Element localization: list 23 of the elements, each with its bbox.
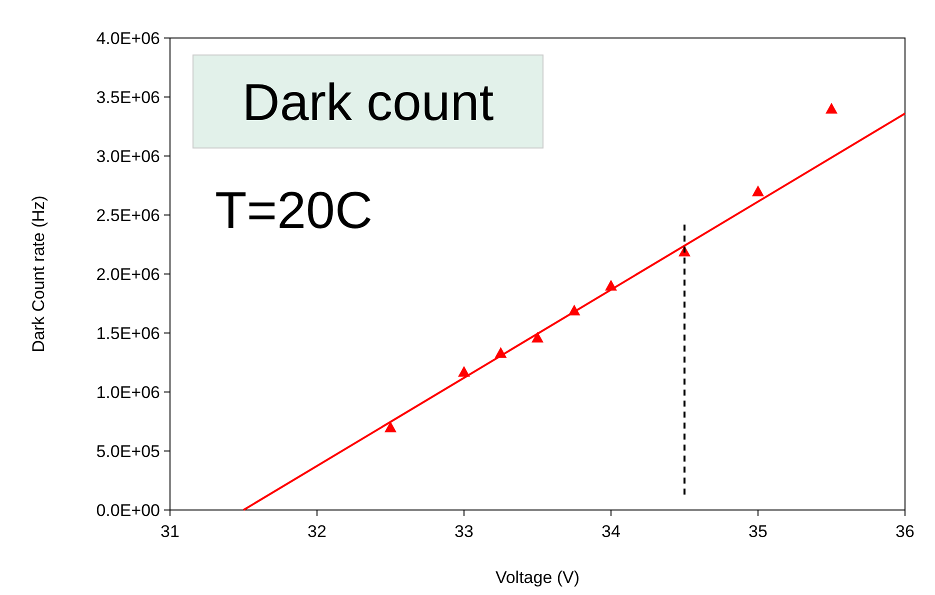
annotation: Dark count xyxy=(242,74,494,132)
annotation: T=20C xyxy=(215,182,373,240)
y-tick-label: 3.0E+06 xyxy=(96,147,160,166)
x-tick-label: 32 xyxy=(308,522,326,541)
x-tick-label: 36 xyxy=(896,522,914,541)
point xyxy=(752,185,764,196)
x-tick-label: 33 xyxy=(454,522,474,541)
x-tick-label: 34 xyxy=(602,522,620,541)
point xyxy=(384,421,396,432)
y-tick-label: 2.0E+06 xyxy=(96,265,160,284)
y-tick-label: 4.0E+06 xyxy=(96,29,160,48)
y-tick-label: 5.0E+05 xyxy=(96,442,160,461)
y-axis-title: Dark Count rate (Hz) xyxy=(29,196,48,352)
y-tick-label: 1.0E+06 xyxy=(96,383,160,402)
y-tick-label: 1.5E+06 xyxy=(96,324,160,343)
y-tick-label: 2.5E+06 xyxy=(96,206,160,225)
y-tick-label: 0.0E+00 xyxy=(96,501,160,520)
x-tick-label: 35 xyxy=(748,522,768,541)
x-tick-label: 31 xyxy=(160,522,180,541)
point xyxy=(826,102,838,114)
y-tick-label: 3.5E+06 xyxy=(96,88,160,107)
point xyxy=(532,332,544,343)
x-axis-title: Voltage (V) xyxy=(495,568,580,587)
